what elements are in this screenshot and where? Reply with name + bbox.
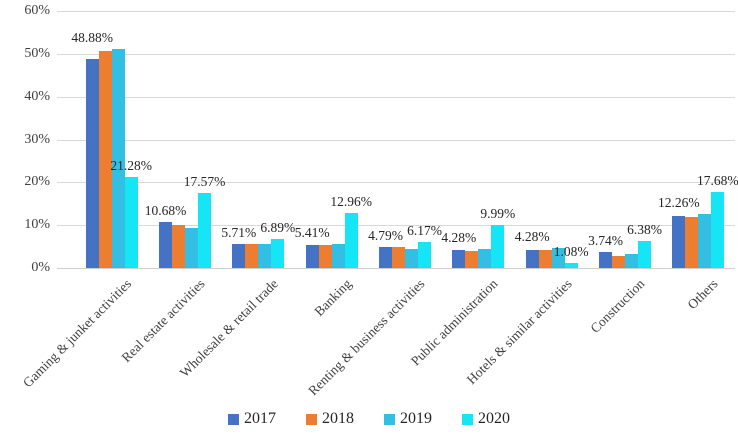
legend-label: 2018 xyxy=(322,410,354,427)
y-axis-tick-label: 30% xyxy=(24,131,50,147)
data-label-2020: 12.96% xyxy=(330,193,372,209)
data-label-2020: 17.57% xyxy=(183,173,226,189)
bar-2020 xyxy=(271,238,285,268)
chart-legend: 2017 2018 2019 2020 xyxy=(0,411,738,427)
bar-2019 xyxy=(331,244,345,268)
legend-swatch-icon xyxy=(462,413,473,425)
y-gridline xyxy=(57,96,735,98)
legend-label: 2019 xyxy=(400,410,432,427)
data-label-2020: 1.08% xyxy=(553,244,589,260)
data-label-2020: 21.28% xyxy=(110,157,152,173)
bar-2020 xyxy=(198,192,211,268)
bar-2019 xyxy=(551,247,565,268)
data-label-2017: 4.28% xyxy=(441,229,477,245)
bar-2017 xyxy=(452,249,466,268)
bar-group: 5.41% 12.96% xyxy=(295,11,372,268)
bar-group: 12.26% 17.68% xyxy=(658,11,738,268)
bar-2017 xyxy=(379,247,392,268)
bar-2018 xyxy=(685,217,699,268)
bar-2019 xyxy=(698,213,712,268)
data-label-2017: 4.79% xyxy=(368,228,403,244)
y-axis-tick-label: 60% xyxy=(24,3,50,18)
legend-swatch-icon xyxy=(306,413,317,425)
bar-2020 xyxy=(491,225,505,268)
y-axis-tick-label: 50% xyxy=(24,45,50,61)
data-label-2020: 9.99% xyxy=(480,206,516,222)
y-gridline xyxy=(57,139,735,141)
legend-swatch-icon xyxy=(384,413,395,425)
bar-group: 4.28% 9.99% xyxy=(441,11,515,268)
y-gridline xyxy=(57,53,735,55)
bar-2019 xyxy=(185,227,198,268)
y-gridline xyxy=(57,11,735,12)
legend-item-2020: 2020 xyxy=(462,411,510,427)
bar-2019 xyxy=(258,244,272,268)
data-label-2020: 6.17% xyxy=(407,222,442,238)
data-label-2017: 48.88% xyxy=(71,30,113,46)
bar-group: 10.68% 17.57% xyxy=(145,11,225,268)
legend-label: 2017 xyxy=(244,410,276,427)
legend-label: 2020 xyxy=(478,410,510,427)
data-label-2017: 4.28% xyxy=(514,228,550,244)
bar-2017 xyxy=(232,243,246,268)
bar-2019 xyxy=(478,248,492,268)
bar-2017 xyxy=(672,215,686,268)
bar-2020 xyxy=(344,212,358,268)
bar-2017 xyxy=(85,58,99,268)
bar-2020 xyxy=(711,192,725,268)
x-axis-category-label: Construction xyxy=(587,276,648,336)
y-axis-tick-label: 0% xyxy=(31,260,50,275)
bar-2018 xyxy=(538,250,552,268)
bar-2018 xyxy=(612,255,625,268)
legend-swatch-icon xyxy=(228,413,239,425)
bar-2017 xyxy=(599,251,612,268)
y-axis-tick-label: 10% xyxy=(24,217,50,233)
bar-2020 xyxy=(418,241,431,268)
bar-2018 xyxy=(465,250,479,268)
data-label-2017: 12.26% xyxy=(658,194,700,210)
data-label-2020: 6.89% xyxy=(260,219,296,235)
bar-2018 xyxy=(172,224,185,268)
bar-group: 48.88% 21.28% xyxy=(71,11,152,268)
legend-item-2018: 2018 xyxy=(306,411,354,427)
bar-2019 xyxy=(405,249,418,268)
y-axis-tick-label: 40% xyxy=(24,88,50,104)
data-label-2017: 5.41% xyxy=(294,225,330,241)
y-gridline xyxy=(57,182,735,184)
legend-item-2017: 2017 xyxy=(228,411,276,427)
data-label-2020: 6.38% xyxy=(627,221,662,237)
x-axis-category-label: Others xyxy=(684,276,721,313)
bar-2020 xyxy=(124,176,138,268)
y-gridline xyxy=(57,225,735,227)
x-axis-category-label: Banking xyxy=(311,276,355,319)
bar-group: 4.79% 6.17% xyxy=(368,11,442,268)
data-label-2017: 10.68% xyxy=(144,203,187,219)
bar-2019 xyxy=(111,49,125,268)
bar-2019 xyxy=(625,254,638,268)
bar-2018 xyxy=(392,247,405,268)
bar-2018 xyxy=(318,245,332,268)
bar-group: 3.74% 6.38% xyxy=(588,11,662,268)
bar-2017 xyxy=(159,222,172,268)
bar-2018 xyxy=(245,244,259,268)
bar-group: 4.28% 1.08% xyxy=(515,11,589,268)
bar-group: 5.71% 6.89% xyxy=(221,11,295,268)
bar-2020 xyxy=(638,240,651,268)
legend-item-2019: 2019 xyxy=(384,411,432,427)
bar-2017 xyxy=(305,244,319,268)
data-label-2017: 5.71% xyxy=(221,224,257,240)
bar-2017 xyxy=(525,249,539,268)
bar-2018 xyxy=(98,50,112,268)
bar-2020 xyxy=(564,263,578,268)
data-label-2020: 17.68% xyxy=(697,173,738,189)
data-label-2017: 3.74% xyxy=(588,232,623,248)
x-axis-line xyxy=(57,268,735,269)
x-axis-category-label: Gaming & junket activities xyxy=(19,276,135,391)
y-axis-tick-label: 20% xyxy=(24,174,50,190)
